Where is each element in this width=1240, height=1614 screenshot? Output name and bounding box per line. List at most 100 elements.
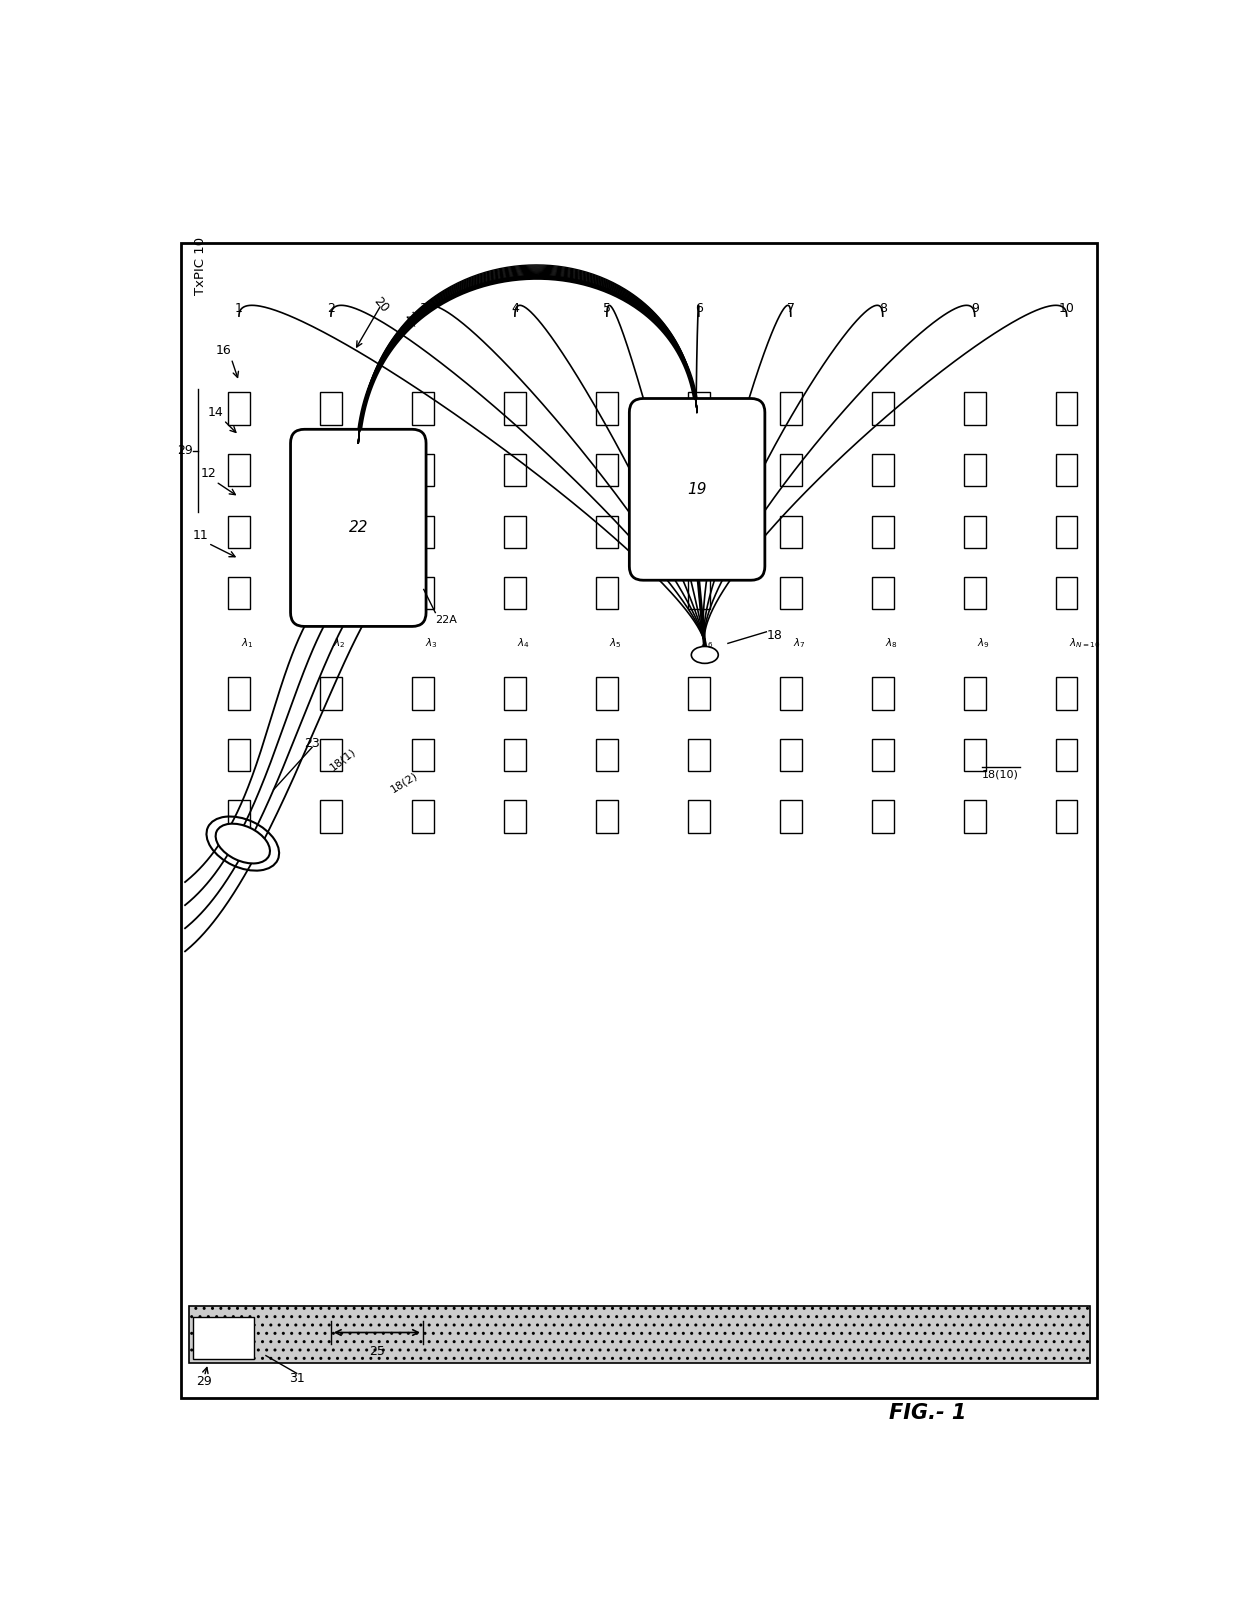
Bar: [228, 515, 249, 547]
Bar: [188, 1306, 1090, 1364]
Bar: [872, 392, 894, 424]
Bar: [780, 515, 801, 547]
Bar: [228, 454, 249, 486]
Bar: [412, 454, 434, 486]
Bar: [596, 515, 618, 547]
FancyBboxPatch shape: [630, 399, 765, 579]
Bar: [963, 392, 986, 424]
Bar: [320, 739, 342, 771]
Ellipse shape: [216, 823, 270, 863]
Bar: [228, 801, 249, 833]
Bar: [872, 515, 894, 547]
Text: 16: 16: [216, 344, 232, 357]
Bar: [963, 578, 986, 610]
Bar: [228, 739, 249, 771]
Text: 14: 14: [208, 405, 223, 420]
Bar: [505, 515, 526, 547]
Text: FIG.- 1: FIG.- 1: [889, 1403, 967, 1424]
Bar: [192, 1317, 254, 1359]
Text: $\lambda_{8}$: $\lambda_{8}$: [885, 636, 898, 650]
Text: 22A: 22A: [435, 615, 458, 625]
Bar: [872, 678, 894, 710]
Text: 10: 10: [1059, 302, 1075, 315]
Bar: [596, 678, 618, 710]
Text: TxPIC 10: TxPIC 10: [193, 237, 207, 295]
Bar: [596, 392, 618, 424]
Text: 8: 8: [879, 302, 887, 315]
Text: 5: 5: [603, 302, 611, 315]
Text: 18(1): 18(1): [329, 746, 358, 771]
Bar: [688, 739, 709, 771]
Text: 11: 11: [192, 529, 208, 542]
Bar: [872, 801, 894, 833]
Bar: [505, 739, 526, 771]
Bar: [1056, 515, 1078, 547]
Text: 23: 23: [304, 738, 320, 751]
Bar: [780, 578, 801, 610]
Bar: [320, 801, 342, 833]
Bar: [320, 515, 342, 547]
Bar: [688, 392, 709, 424]
Text: 21: 21: [402, 310, 423, 331]
Bar: [505, 392, 526, 424]
Bar: [412, 515, 434, 547]
Bar: [780, 392, 801, 424]
Bar: [1056, 739, 1078, 771]
Text: $\lambda_{3}$: $\lambda_{3}$: [425, 636, 438, 650]
Bar: [596, 801, 618, 833]
Bar: [412, 392, 434, 424]
Bar: [872, 454, 894, 486]
Text: $\lambda_{N=10}$: $\lambda_{N=10}$: [1069, 636, 1101, 650]
Text: 19: 19: [687, 483, 707, 497]
Bar: [780, 454, 801, 486]
Text: 6: 6: [694, 302, 703, 315]
Bar: [596, 578, 618, 610]
Bar: [228, 578, 249, 610]
Bar: [780, 739, 801, 771]
Text: 25: 25: [370, 1344, 384, 1359]
Bar: [1056, 454, 1078, 486]
Bar: [688, 801, 709, 833]
Text: 4: 4: [511, 302, 518, 315]
Ellipse shape: [692, 647, 718, 663]
Bar: [320, 454, 342, 486]
Bar: [412, 739, 434, 771]
Text: $\lambda_{2}$: $\lambda_{2}$: [334, 636, 346, 650]
Bar: [412, 678, 434, 710]
Text: $\lambda_{5}$: $\lambda_{5}$: [609, 636, 621, 650]
Bar: [596, 454, 618, 486]
Text: $\lambda_{7}$: $\lambda_{7}$: [794, 636, 806, 650]
Bar: [412, 801, 434, 833]
Text: 2: 2: [327, 302, 335, 315]
Bar: [963, 454, 986, 486]
Bar: [505, 678, 526, 710]
Bar: [228, 392, 249, 424]
Bar: [1056, 678, 1078, 710]
Text: 18: 18: [766, 629, 782, 642]
Text: $\lambda_{9}$: $\lambda_{9}$: [977, 636, 990, 650]
Text: 9: 9: [971, 302, 978, 315]
Text: 18(2): 18(2): [389, 770, 420, 794]
Bar: [1056, 392, 1078, 424]
Bar: [505, 578, 526, 610]
Bar: [780, 678, 801, 710]
Bar: [963, 739, 986, 771]
Text: 22: 22: [348, 520, 368, 536]
Bar: [688, 678, 709, 710]
Bar: [688, 578, 709, 610]
Text: 29: 29: [196, 1375, 212, 1388]
Text: 20: 20: [371, 294, 392, 315]
Bar: [872, 578, 894, 610]
Text: 18(10): 18(10): [982, 770, 1019, 780]
Bar: [1056, 801, 1078, 833]
Bar: [320, 578, 342, 610]
Text: 3: 3: [419, 302, 427, 315]
Text: $\lambda_{1}$: $\lambda_{1}$: [242, 636, 254, 650]
Text: 7: 7: [787, 302, 795, 315]
Bar: [320, 392, 342, 424]
Text: 12: 12: [201, 468, 216, 481]
Text: $\lambda_{4}$: $\lambda_{4}$: [517, 636, 529, 650]
Bar: [320, 678, 342, 710]
Bar: [872, 739, 894, 771]
Bar: [963, 801, 986, 833]
